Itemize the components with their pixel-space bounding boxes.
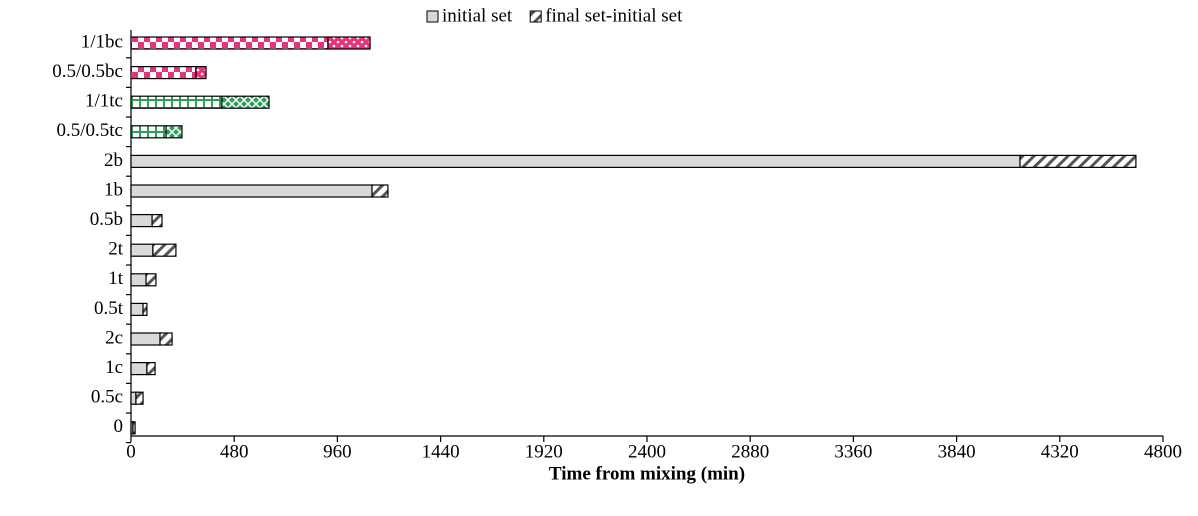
x-tick-label: 480 [220,441,249,462]
bar-segment [130,36,329,50]
bar-segment [130,362,148,376]
bar-segment [130,65,197,80]
y-tick-label: 0.5b [90,209,123,230]
legend-label: final set-initial set [545,5,683,26]
legend-label: initial set [442,5,513,26]
bar-segment [130,273,147,287]
x-tick-label: 0 [126,441,136,462]
bar-segment [371,184,389,198]
bar-segment [130,391,137,405]
bar-segment [327,36,371,50]
y-tick-label: 2t [108,239,124,260]
x-tick-label: 4320 [1041,441,1079,462]
bar-segment [146,362,156,376]
legend-swatch [426,10,439,23]
bar-segment [130,214,153,228]
bar-segment [165,125,183,139]
bar-segment [130,184,373,198]
bar-segment [195,65,207,80]
bar-segment [130,302,144,316]
bar-segment [142,302,148,316]
bar-segment [130,332,161,346]
y-tick-label: 1t [108,268,124,289]
x-tick-label: 1440 [422,441,460,462]
y-tick-label: 1/1bc [81,31,123,52]
y-tick-label: 2c [105,327,123,348]
x-tick-label: 3360 [834,441,872,462]
bar-segment [130,95,223,109]
x-tick-label: 2880 [731,441,769,462]
x-tick-label: 1920 [525,441,563,462]
y-tick-label: 0.5/0.5bc [52,61,123,82]
y-tick-label: 1c [105,357,123,378]
y-tick-label: 1b [104,179,123,200]
bar-segment [132,421,136,435]
x-tick-label: 3840 [938,441,976,462]
bar-segment [1019,154,1137,168]
bar-segment [130,125,167,139]
x-tick-label: 4800 [1144,441,1182,462]
y-tick-label: 0.5/0.5tc [57,120,124,141]
x-axis-title: Time from mixing (min) [549,463,745,484]
bar-segment [130,243,154,257]
bar-segment [135,391,144,405]
y-tick-label: 0.5t [94,298,124,319]
y-tick-label: 0 [114,416,124,437]
bar-segment [152,243,177,257]
legend-swatch [529,10,542,23]
y-tick-label: 1/1tc [85,91,123,112]
bar-segment [221,95,270,109]
bar-segment [130,154,1021,168]
x-tick-label: 2400 [628,441,666,462]
y-tick-label: 2b [104,150,123,171]
bar-segment [151,214,163,228]
bar-segment [145,273,157,287]
y-tick-label: 0.5c [91,387,123,408]
x-tick-label: 960 [323,441,352,462]
bar-segment [159,332,173,346]
